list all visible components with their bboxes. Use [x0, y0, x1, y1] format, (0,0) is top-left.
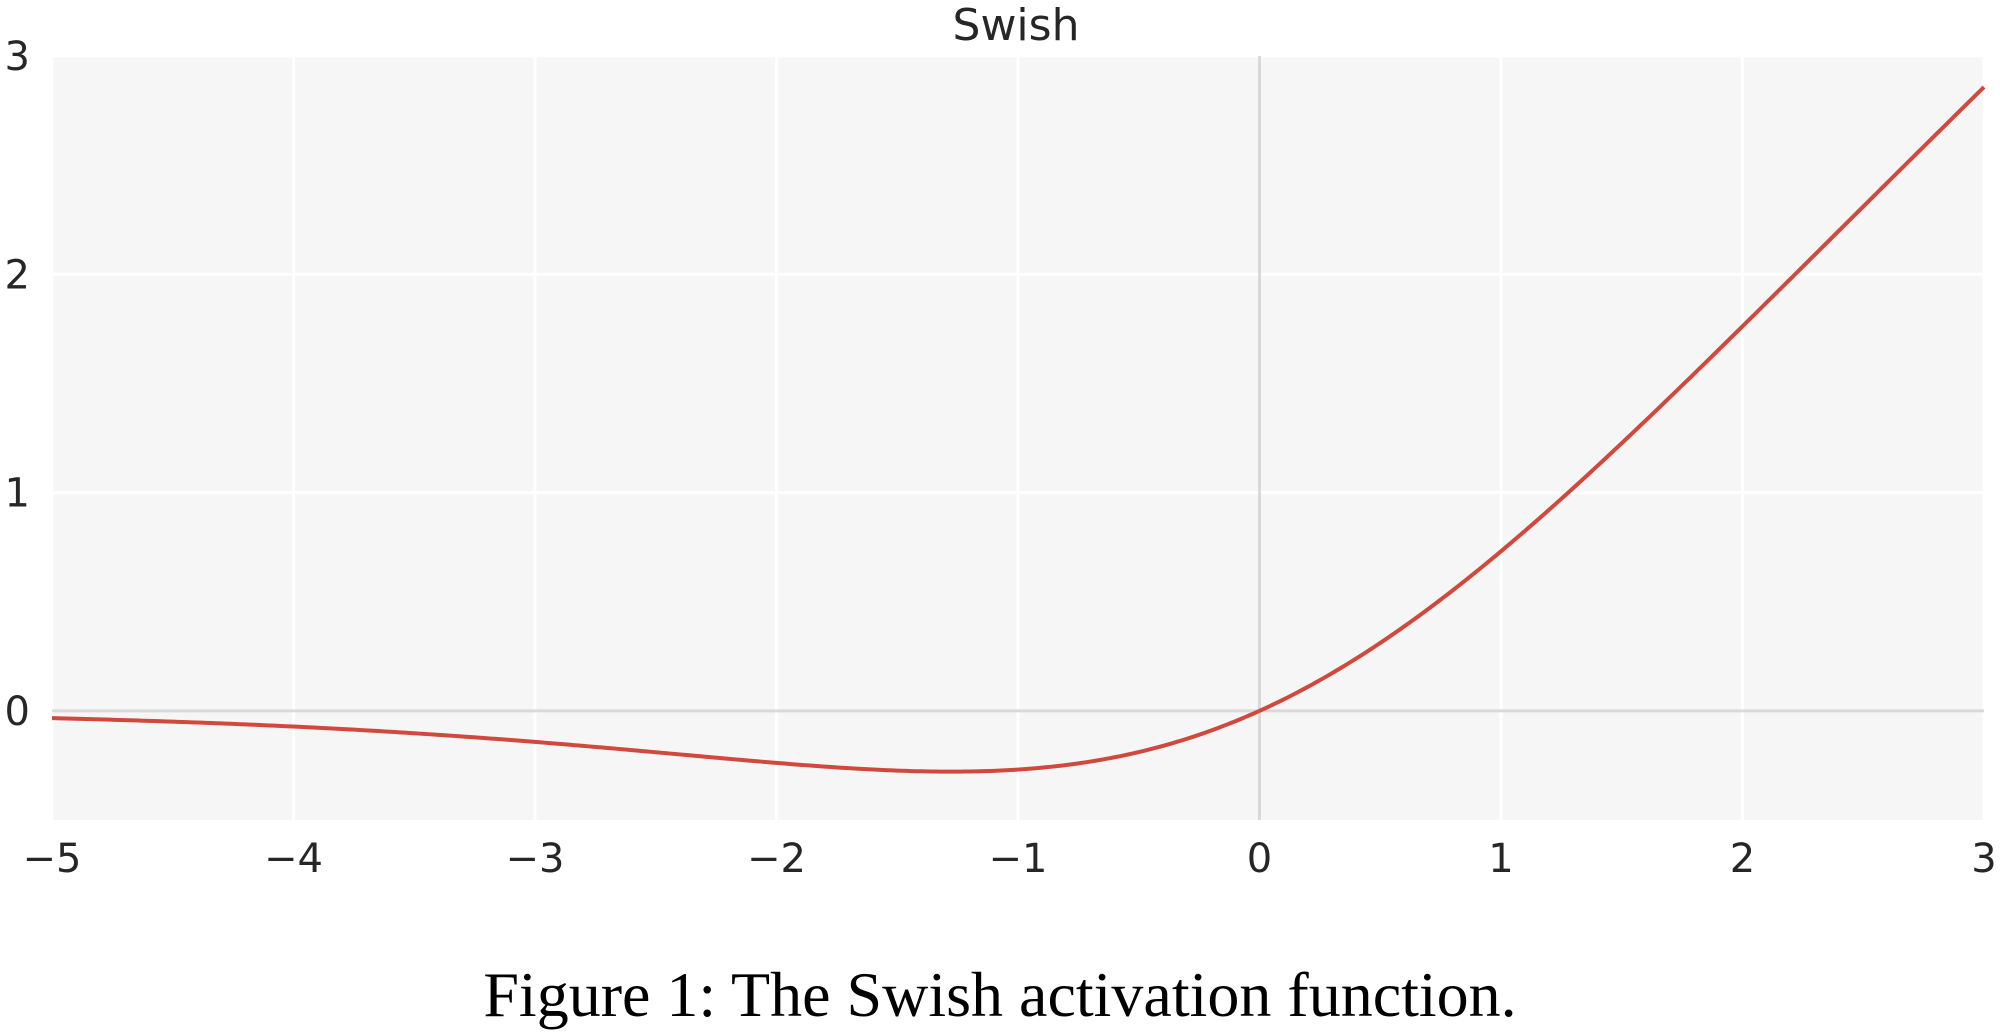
- y-tick-label: 0: [5, 689, 30, 735]
- x-tick-label: 1: [1488, 836, 1513, 882]
- x-tick-label: 3: [1971, 836, 1996, 882]
- x-tick-label: −1: [989, 836, 1048, 882]
- x-tick-labels: −5 −4 −3 −2 −1 0 1 2 3: [23, 836, 1997, 882]
- x-tick-label: −4: [264, 836, 323, 882]
- y-tick-label: 1: [5, 471, 30, 517]
- swish-curve: [51, 85, 1986, 774]
- figure-caption: Figure 1: The Swish activation function.: [483, 959, 1517, 1030]
- x-tick-label: −2: [747, 836, 806, 882]
- x-tick-label: 0: [1247, 836, 1272, 882]
- x-tick-label: 2: [1730, 836, 1755, 882]
- swish-chart: −5 −4 −3 −2 −1 0 1 2 3 0 1 2 3 Swish: [5, 0, 1997, 882]
- y-tick-label: 3: [5, 34, 30, 80]
- x-tick-label: −5: [23, 836, 82, 882]
- chart-title: Swish: [953, 0, 1080, 51]
- grid-lines: [50, 54, 1986, 820]
- y-tick-labels: 0 1 2 3: [5, 34, 30, 735]
- x-tick-label: −3: [506, 836, 565, 882]
- zero-axes: [52, 56, 1984, 820]
- y-tick-label: 2: [5, 252, 30, 298]
